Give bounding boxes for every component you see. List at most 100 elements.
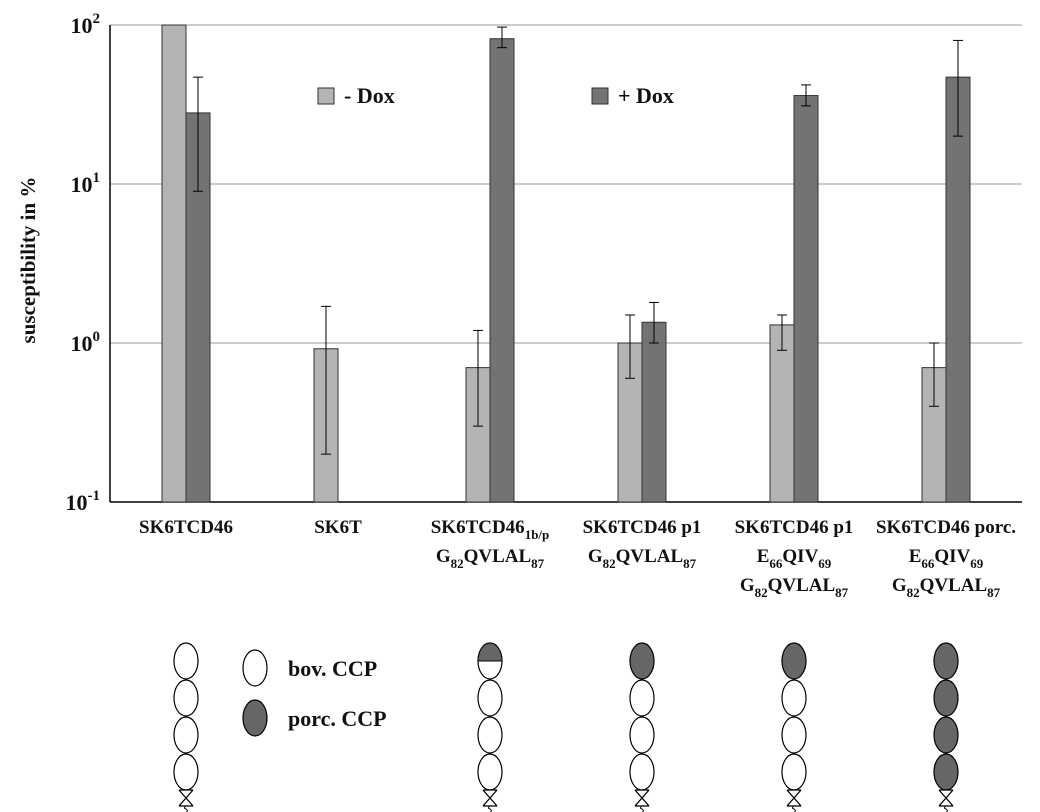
transmembrane — [939, 790, 953, 806]
ccp-domain — [782, 643, 806, 679]
y-tick-base: 10 — [66, 490, 88, 515]
x-tick-text: QIV — [934, 546, 970, 567]
tail — [945, 806, 948, 812]
ccp-domain — [934, 680, 958, 716]
legend-swatch — [318, 88, 334, 104]
x-tick-subscript: 82 — [603, 556, 616, 571]
x-tick-text: SK6TCD46 — [139, 517, 233, 538]
x-tick-text: SK6TCD46 — [431, 517, 525, 538]
x-tick-subscript: 82 — [755, 585, 768, 600]
x-tick-subscript: 87 — [835, 585, 849, 600]
x-tick-subscript: 87 — [531, 556, 545, 571]
y-tick-exponent: 2 — [93, 11, 101, 27]
chart: susceptibility in % 10-1100101102SK6TCD4… — [0, 0, 1040, 812]
ccp-domain — [243, 650, 267, 686]
y-tick-exponent: -1 — [88, 488, 101, 504]
x-tick-text: QVLAL — [920, 575, 988, 596]
bar — [794, 96, 818, 502]
ccp-domain — [630, 717, 654, 753]
x-tick-text: E — [909, 546, 922, 567]
x-tick-label: SK6T — [314, 517, 362, 538]
x-tick-text: G — [740, 575, 755, 596]
x-tick-label: SK6TCD46 porc. — [876, 517, 1016, 538]
bar — [770, 325, 794, 502]
ccp-domain-fill — [478, 643, 502, 661]
x-tick-subscript: 82 — [451, 556, 464, 571]
x-tick-label: G82QVLAL87 — [588, 546, 697, 571]
bar — [490, 39, 514, 502]
x-tick-subscript: 69 — [818, 556, 832, 571]
x-tick-label: SK6TCD461b/p — [431, 517, 550, 542]
x-tick-subscript: 66 — [769, 556, 783, 571]
x-tick-text: QIV — [782, 546, 818, 567]
x-tick-text: SK6TCD46 p1 — [735, 517, 854, 538]
ccp-domain — [934, 717, 958, 753]
x-tick-label: E66QIV69 — [909, 546, 984, 571]
x-tick-label: E66QIV69 — [757, 546, 832, 571]
x-tick-text: QVLAL — [616, 546, 684, 567]
x-tick-text: SK6TCD46 p1 — [583, 517, 702, 538]
x-tick-subscript: 69 — [970, 556, 984, 571]
ccp-domain — [782, 754, 806, 790]
ccp-domain — [782, 680, 806, 716]
x-tick-label: G82QVLAL87 — [740, 575, 849, 600]
tail — [185, 806, 188, 812]
transmembrane — [179, 790, 193, 806]
legend-label: - Dox — [344, 83, 395, 108]
ccp-domain — [174, 680, 198, 716]
ccp-domain — [630, 680, 654, 716]
x-tick-text: G — [436, 546, 451, 567]
diagram-legend-label: porc. CCP — [288, 706, 387, 731]
bar — [642, 322, 666, 502]
x-tick-label: SK6TCD46 — [139, 517, 233, 538]
transmembrane — [635, 790, 649, 806]
bar — [162, 25, 186, 502]
legend-swatch — [592, 88, 608, 104]
ccp-domain — [478, 680, 502, 716]
y-tick-base: 10 — [71, 172, 93, 197]
legend-label: + Dox — [618, 83, 674, 108]
tail — [489, 806, 492, 812]
x-tick-text: G — [892, 575, 907, 596]
tail — [641, 806, 644, 812]
ccp-domain — [630, 754, 654, 790]
y-tick-label: 100 — [71, 329, 101, 356]
x-tick-text: E — [757, 546, 770, 567]
x-tick-subscript: 82 — [907, 585, 920, 600]
x-tick-subscript: 87 — [987, 585, 1001, 600]
y-tick-exponent: 1 — [93, 170, 101, 186]
x-tick-subscript: 66 — [921, 556, 935, 571]
x-tick-subscript: 1b/p — [525, 527, 550, 542]
diagram-legend-label: bov. CCP — [288, 656, 377, 681]
ccp-domain — [934, 754, 958, 790]
x-tick-text: SK6T — [314, 517, 362, 538]
x-tick-text: G — [588, 546, 603, 567]
ccp-domain — [174, 754, 198, 790]
transmembrane — [483, 790, 497, 806]
x-tick-label: SK6TCD46 p1 — [583, 517, 702, 538]
y-tick-base: 10 — [71, 331, 93, 356]
y-tick-exponent: 0 — [93, 329, 101, 345]
ccp-domain — [934, 643, 958, 679]
y-tick-label: 10-1 — [66, 488, 101, 515]
x-tick-text: QVLAL — [768, 575, 836, 596]
x-tick-text: QVLAL — [464, 546, 532, 567]
y-axis-label: susceptibility in % — [16, 177, 40, 344]
x-tick-label: SK6TCD46 p1 — [735, 517, 854, 538]
ccp-domain — [478, 754, 502, 790]
tail — [793, 806, 796, 812]
x-tick-label: G82QVLAL87 — [892, 575, 1001, 600]
ccp-domain — [630, 643, 654, 679]
y-tick-label: 102 — [71, 11, 101, 38]
x-tick-label: G82QVLAL87 — [436, 546, 545, 571]
ccp-domain — [243, 700, 267, 736]
x-tick-subscript: 87 — [683, 556, 697, 571]
bar — [946, 77, 970, 502]
y-tick-label: 101 — [71, 170, 101, 197]
x-tick-text: SK6TCD46 porc. — [876, 517, 1016, 538]
transmembrane — [787, 790, 801, 806]
y-tick-base: 10 — [71, 13, 93, 38]
ccp-domain — [174, 643, 198, 679]
ccp-domain — [782, 717, 806, 753]
ccp-domain — [174, 717, 198, 753]
